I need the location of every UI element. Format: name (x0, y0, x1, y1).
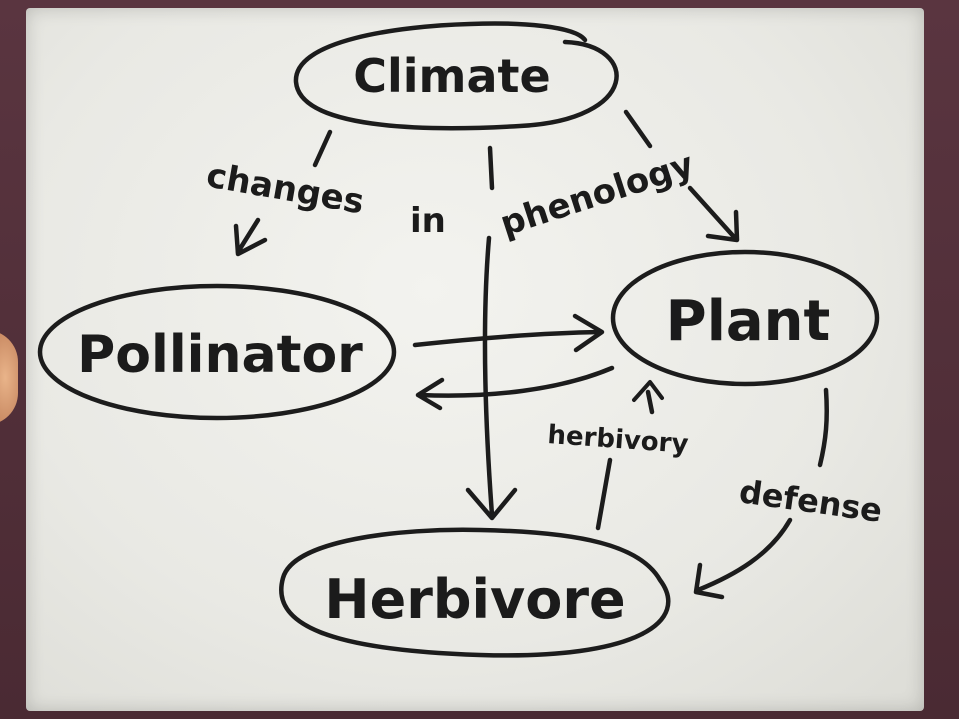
climate-node: Climate (293, 21, 619, 131)
plant-to-pollinator-arrow (415, 365, 615, 411)
pollinator-label: Pollinator (77, 325, 363, 385)
plant-node: Plant (610, 249, 880, 387)
edge-label-in: in (410, 201, 446, 241)
whiteboard-surface (26, 8, 924, 711)
edge-label-herbivory: herbivory (547, 420, 690, 460)
climate-to-herbivore-arrow (465, 145, 518, 521)
climate-to-pollinator-arrow (233, 129, 333, 257)
herbivore-label: Herbivore (324, 568, 625, 631)
herbivory-arrow (595, 380, 664, 531)
herbivore-ellipse (279, 527, 671, 658)
pollinator-to-plant-arrow (412, 313, 605, 353)
herbivore-node: Herbivore (279, 527, 671, 658)
edge-label-phenology: phenology (495, 145, 698, 245)
pollinator-ellipse (37, 283, 397, 421)
plant-ellipse (610, 249, 880, 387)
edge-label-changes: changes (203, 155, 367, 222)
edge-label-defense: defense (737, 472, 885, 530)
climate-to-plant-arrow (623, 109, 740, 243)
finger-holding-board (0, 330, 18, 425)
pollinator-node: Pollinator (37, 283, 397, 421)
climate-label: Climate (353, 49, 550, 103)
defense-arrow (693, 387, 829, 600)
climate-ellipse (293, 21, 619, 131)
plant-label: Plant (666, 289, 831, 354)
